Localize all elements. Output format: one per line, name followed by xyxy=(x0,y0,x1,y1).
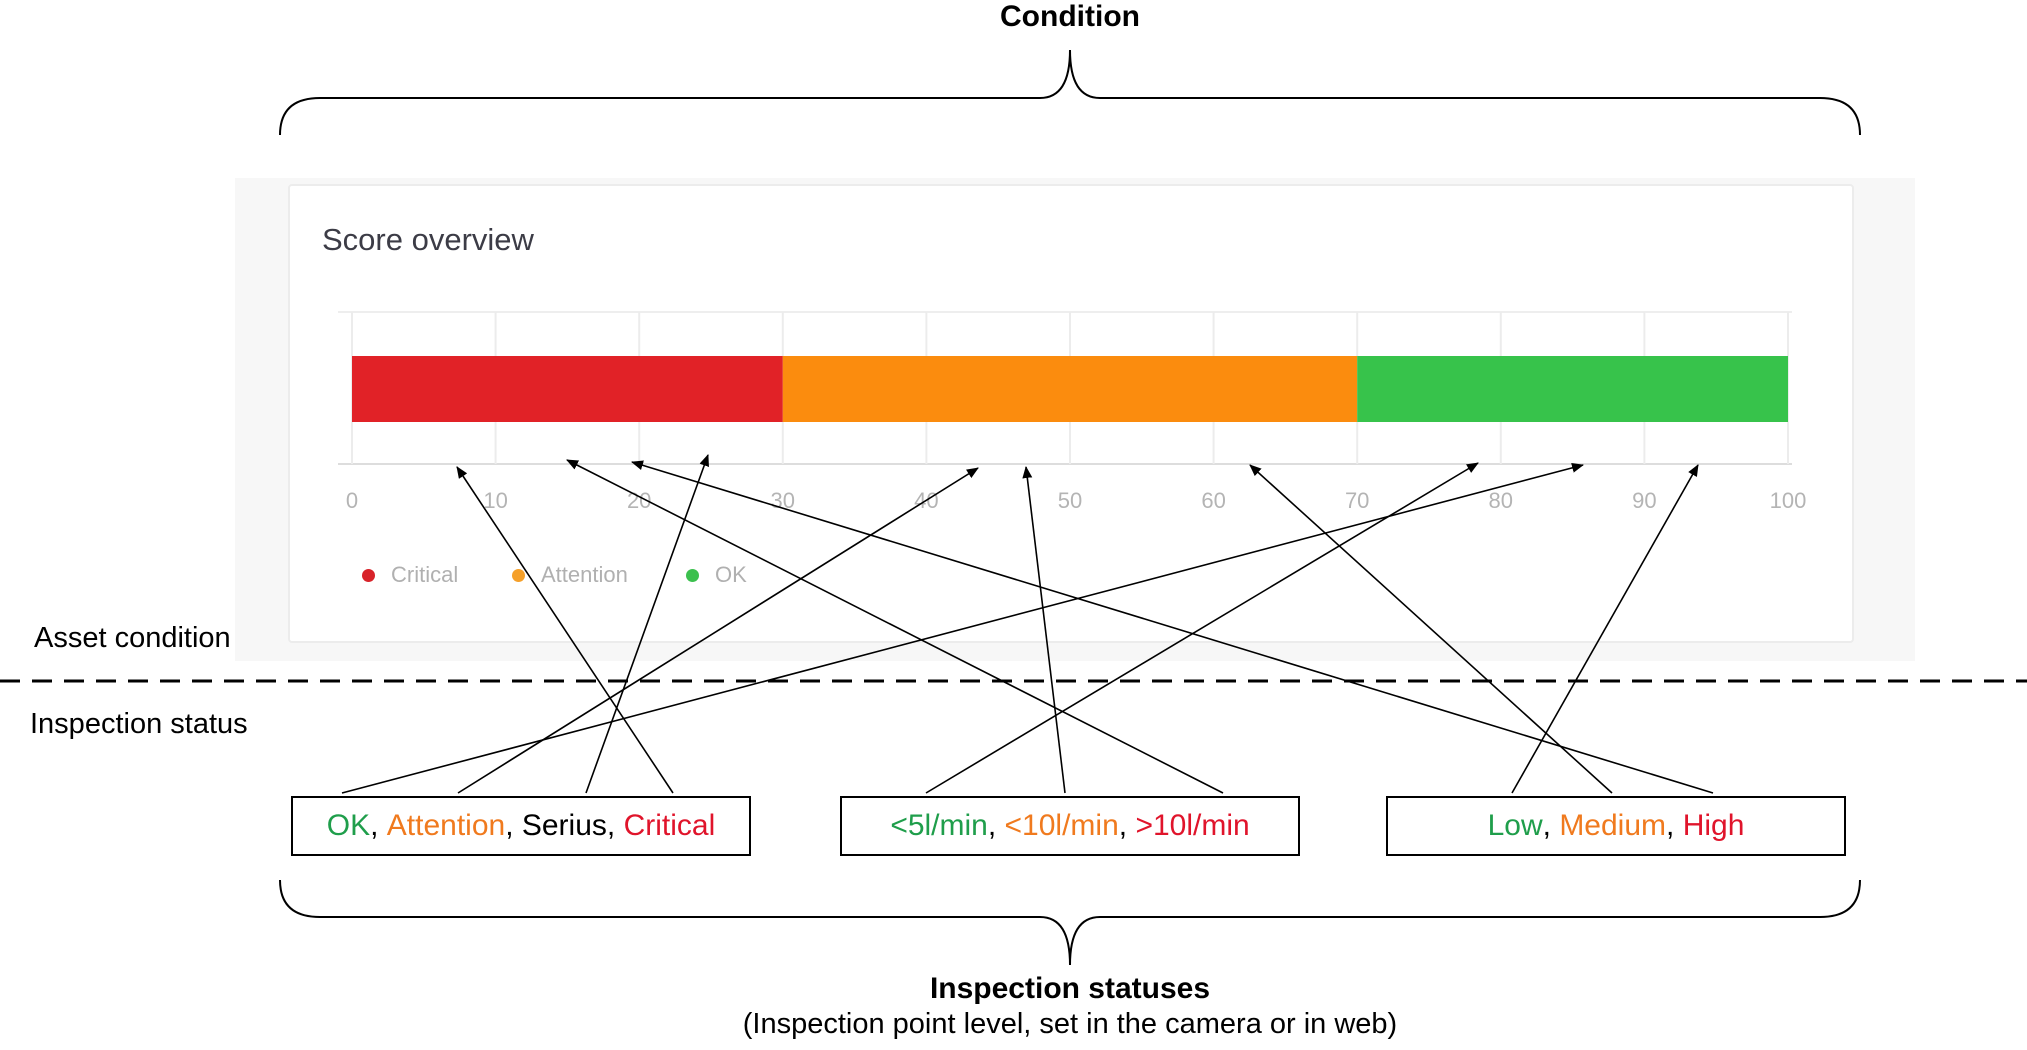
status-box-inspection: OK, Attention, Serius, Critical xyxy=(291,796,751,856)
legend-label: OK xyxy=(715,562,747,587)
tick-label: 60 xyxy=(1201,488,1226,513)
tick-label: 100 xyxy=(1769,488,1807,513)
legend-item-ok: OK xyxy=(686,562,747,588)
asset-condition-label: Asset condition xyxy=(34,622,231,654)
legend-dot-critical xyxy=(362,568,375,582)
status-text: , xyxy=(987,809,1005,842)
bar-segment-ok xyxy=(1357,356,1788,422)
status-text: OK xyxy=(326,809,371,842)
tick-label: 50 xyxy=(1057,488,1083,513)
status-text: , xyxy=(505,809,522,842)
status-text: , xyxy=(370,809,387,842)
arrow xyxy=(631,460,1714,794)
status-text: High xyxy=(1682,809,1745,842)
inspection-status-label: Inspection status xyxy=(30,708,248,740)
tick-label: 80 xyxy=(1488,488,1514,513)
bar-segment-attention xyxy=(782,356,1358,422)
arrow xyxy=(457,467,979,794)
arrow xyxy=(585,454,709,794)
status-box-flow: <5l/min, <10l/min, >10l/min xyxy=(840,796,1300,856)
condition-title: Condition xyxy=(1000,0,1140,33)
arrow xyxy=(341,462,1584,794)
status-text: <5l/min xyxy=(890,809,988,842)
legend-dot-attention xyxy=(512,568,525,582)
bar-segment-critical xyxy=(352,356,783,422)
legend-dot-ok xyxy=(686,568,699,582)
legend-label: Attention xyxy=(541,562,628,587)
arrow xyxy=(925,462,1479,794)
status-text: Serius xyxy=(521,809,607,842)
arrow xyxy=(456,466,674,794)
legend-item-critical: Critical xyxy=(362,562,458,588)
status-text: Medium xyxy=(1559,809,1667,842)
legend-label: Critical xyxy=(391,562,459,587)
status-box-level: Low, Medium, High xyxy=(1386,796,1846,856)
arrow xyxy=(1511,464,1699,794)
tick-label: 0 xyxy=(345,488,359,513)
status-text: Low xyxy=(1487,809,1543,842)
top-brace xyxy=(279,49,1861,136)
status-text: , xyxy=(1542,809,1560,842)
arrow xyxy=(1249,464,1613,794)
bottom-brace xyxy=(279,879,1861,966)
legend-item-attention: Attention xyxy=(512,562,628,588)
status-text: , xyxy=(1118,809,1136,842)
status-text: <10l/min xyxy=(1004,809,1119,842)
score-bar xyxy=(352,356,1788,422)
inspection-statuses-title: Inspection statuses xyxy=(929,972,1211,1005)
tick-label: 10 xyxy=(483,488,508,513)
arrow xyxy=(566,459,1224,794)
status-text: Critical xyxy=(623,809,716,842)
status-text: Attention xyxy=(386,809,506,842)
status-text: , xyxy=(606,809,624,842)
tick-label: 90 xyxy=(1632,488,1657,513)
status-text: >10l/min xyxy=(1135,809,1250,842)
mapping-arrows xyxy=(341,454,1714,794)
inspection-statuses-subtitle: (Inspection point level, set in the came… xyxy=(742,1008,1398,1040)
card-title: Score overview xyxy=(322,222,534,257)
tick-label: 70 xyxy=(1344,488,1370,513)
arrow xyxy=(1022,466,1066,794)
status-text: , xyxy=(1666,809,1683,842)
